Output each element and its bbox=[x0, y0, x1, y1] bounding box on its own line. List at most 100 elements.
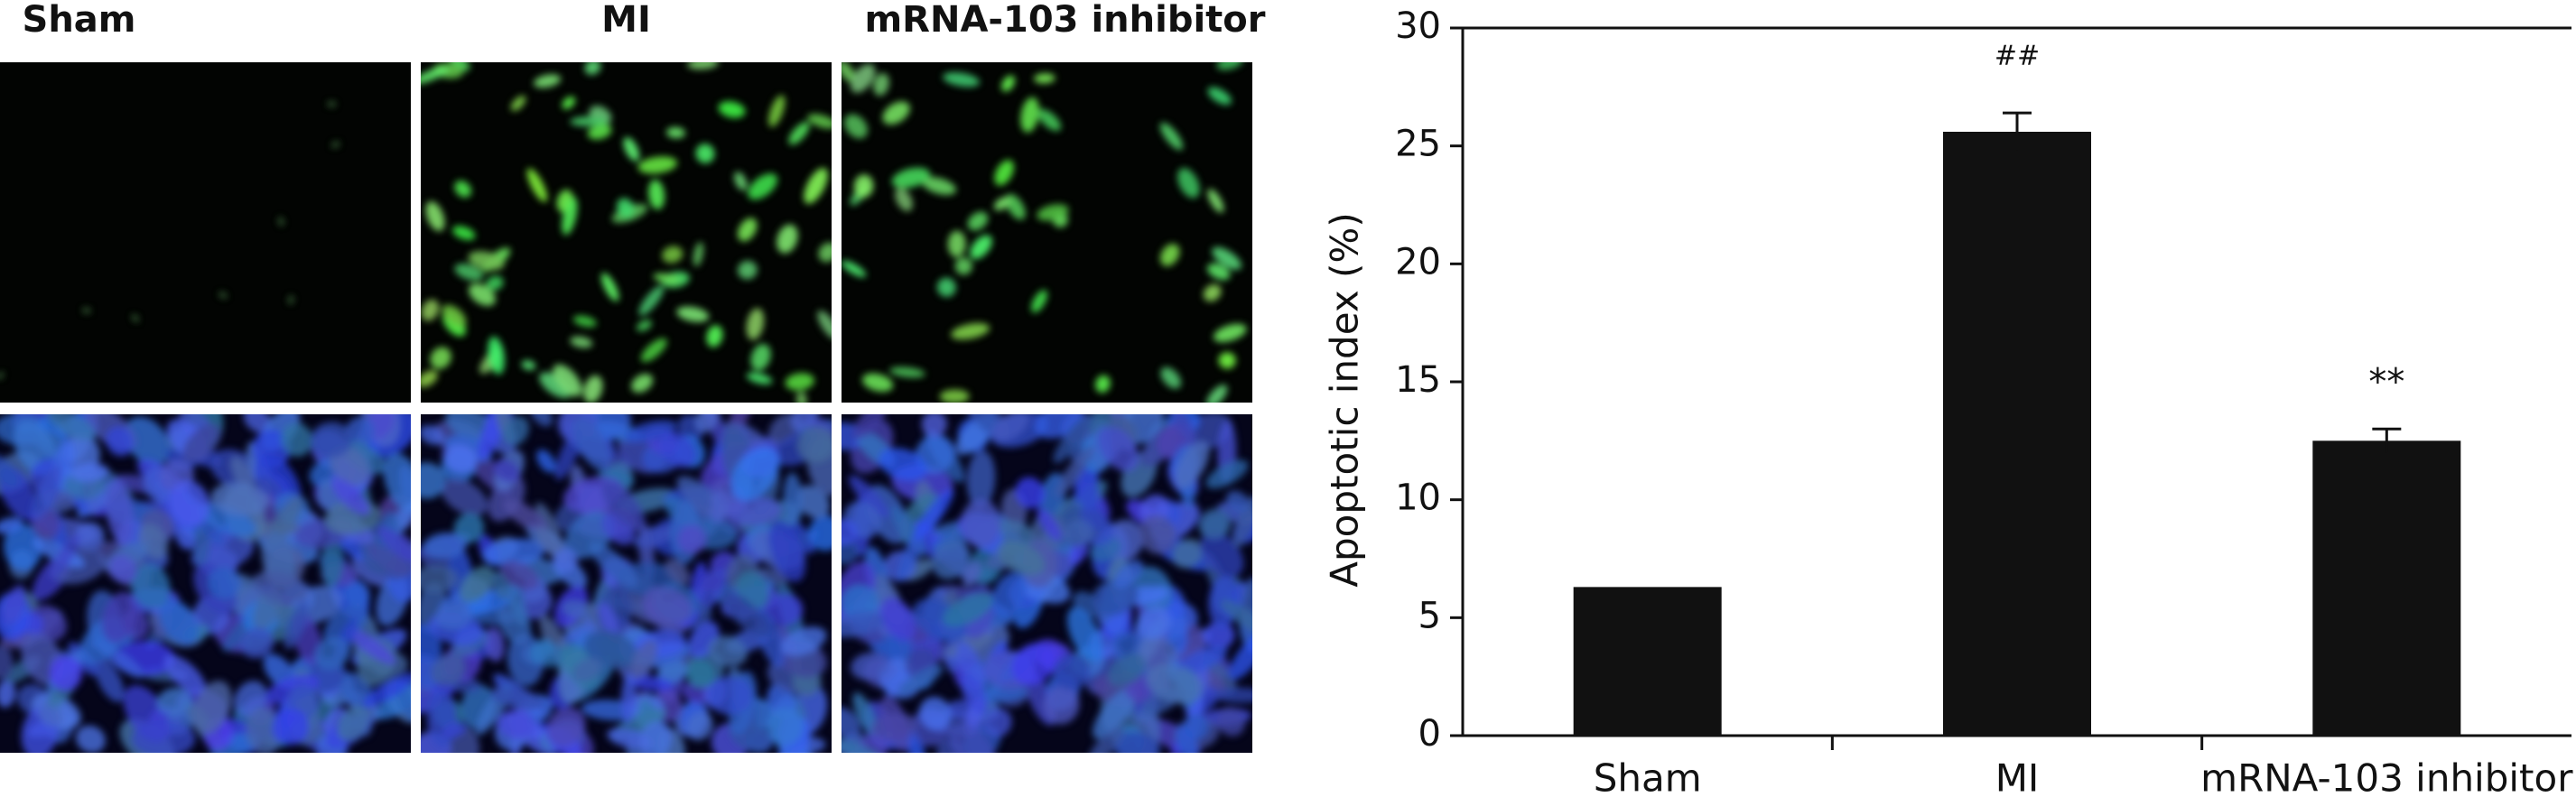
cell bbox=[624, 420, 677, 443]
cell bbox=[106, 426, 134, 457]
cell bbox=[255, 476, 283, 496]
bar bbox=[1573, 587, 1722, 736]
cell bbox=[880, 597, 916, 642]
cell bbox=[430, 347, 451, 369]
cell bbox=[1198, 508, 1232, 540]
cell bbox=[750, 343, 771, 371]
cell bbox=[658, 431, 696, 468]
cell bbox=[943, 592, 994, 626]
cell bbox=[638, 285, 665, 316]
cell bbox=[530, 638, 554, 663]
cell bbox=[1053, 653, 1091, 690]
cell bbox=[851, 652, 890, 681]
cell bbox=[1097, 426, 1139, 472]
y-tick-label: 30 bbox=[1395, 5, 1441, 47]
cell bbox=[562, 599, 591, 618]
cell bbox=[1175, 725, 1199, 753]
cell bbox=[795, 391, 807, 403]
cell bbox=[0, 517, 23, 534]
cell bbox=[1064, 519, 1093, 548]
cell bbox=[442, 304, 467, 328]
cell bbox=[842, 707, 861, 740]
cell bbox=[804, 168, 828, 204]
cell bbox=[239, 627, 274, 659]
cell bbox=[491, 570, 510, 600]
cell bbox=[676, 306, 710, 322]
cell bbox=[879, 695, 911, 752]
image-texture bbox=[0, 414, 411, 753]
cell bbox=[1055, 446, 1093, 497]
cell bbox=[897, 664, 944, 696]
cell bbox=[748, 173, 778, 200]
image-texture bbox=[421, 62, 832, 403]
cell bbox=[488, 336, 505, 375]
cell bbox=[484, 626, 505, 663]
cell bbox=[1113, 560, 1144, 589]
cell bbox=[347, 628, 396, 665]
cell bbox=[1207, 189, 1224, 213]
cell bbox=[530, 414, 553, 427]
cell bbox=[895, 188, 913, 212]
cell bbox=[685, 659, 715, 689]
cell bbox=[486, 275, 504, 291]
cell bbox=[897, 525, 927, 582]
cell bbox=[1206, 263, 1231, 281]
cell bbox=[738, 260, 758, 280]
microscopy-panels: Sham MI mRNA-103 inhibitor bbox=[0, 0, 1266, 753]
cell bbox=[947, 230, 966, 258]
cell bbox=[1015, 477, 1046, 509]
cell bbox=[722, 591, 770, 638]
cell bbox=[707, 635, 748, 667]
cell bbox=[918, 696, 952, 731]
cell bbox=[796, 425, 832, 464]
cell bbox=[536, 449, 556, 473]
cell bbox=[4, 524, 42, 571]
cell bbox=[272, 709, 309, 746]
cell bbox=[288, 295, 294, 305]
cell bbox=[939, 389, 970, 403]
cell bbox=[163, 654, 207, 695]
cell bbox=[2, 585, 26, 626]
cell bbox=[219, 292, 228, 299]
cell bbox=[539, 372, 572, 399]
cell bbox=[738, 218, 758, 242]
cell bbox=[882, 101, 910, 125]
cell bbox=[421, 624, 442, 666]
cell bbox=[0, 372, 5, 380]
cell bbox=[0, 453, 20, 488]
cell bbox=[1204, 621, 1235, 650]
cell bbox=[434, 602, 473, 631]
panel-label: Sham bbox=[23, 0, 136, 41]
cell bbox=[642, 586, 693, 626]
cell bbox=[808, 514, 832, 551]
cell bbox=[963, 560, 981, 588]
cell bbox=[377, 525, 411, 562]
cell bbox=[727, 496, 783, 526]
cell bbox=[1093, 687, 1137, 739]
cell bbox=[46, 414, 97, 441]
cell bbox=[640, 338, 667, 362]
y-tick-label: 20 bbox=[1395, 241, 1441, 283]
cell bbox=[842, 738, 882, 753]
cell bbox=[700, 569, 725, 592]
cell bbox=[631, 374, 654, 393]
cell bbox=[337, 706, 370, 742]
cell bbox=[842, 610, 888, 638]
cell bbox=[311, 422, 353, 459]
cell bbox=[666, 126, 685, 139]
cell bbox=[694, 414, 720, 432]
cell bbox=[572, 417, 611, 471]
cell bbox=[685, 711, 713, 741]
cell bbox=[1207, 87, 1232, 106]
cell bbox=[687, 62, 719, 70]
cell bbox=[502, 498, 548, 533]
cell bbox=[70, 462, 109, 482]
cell bbox=[182, 423, 222, 463]
cell bbox=[1088, 727, 1125, 753]
cell bbox=[710, 488, 730, 524]
cell bbox=[441, 477, 488, 516]
cell bbox=[936, 277, 956, 297]
cell bbox=[1213, 323, 1247, 342]
cell bbox=[425, 201, 445, 232]
image-texture bbox=[842, 62, 1247, 403]
